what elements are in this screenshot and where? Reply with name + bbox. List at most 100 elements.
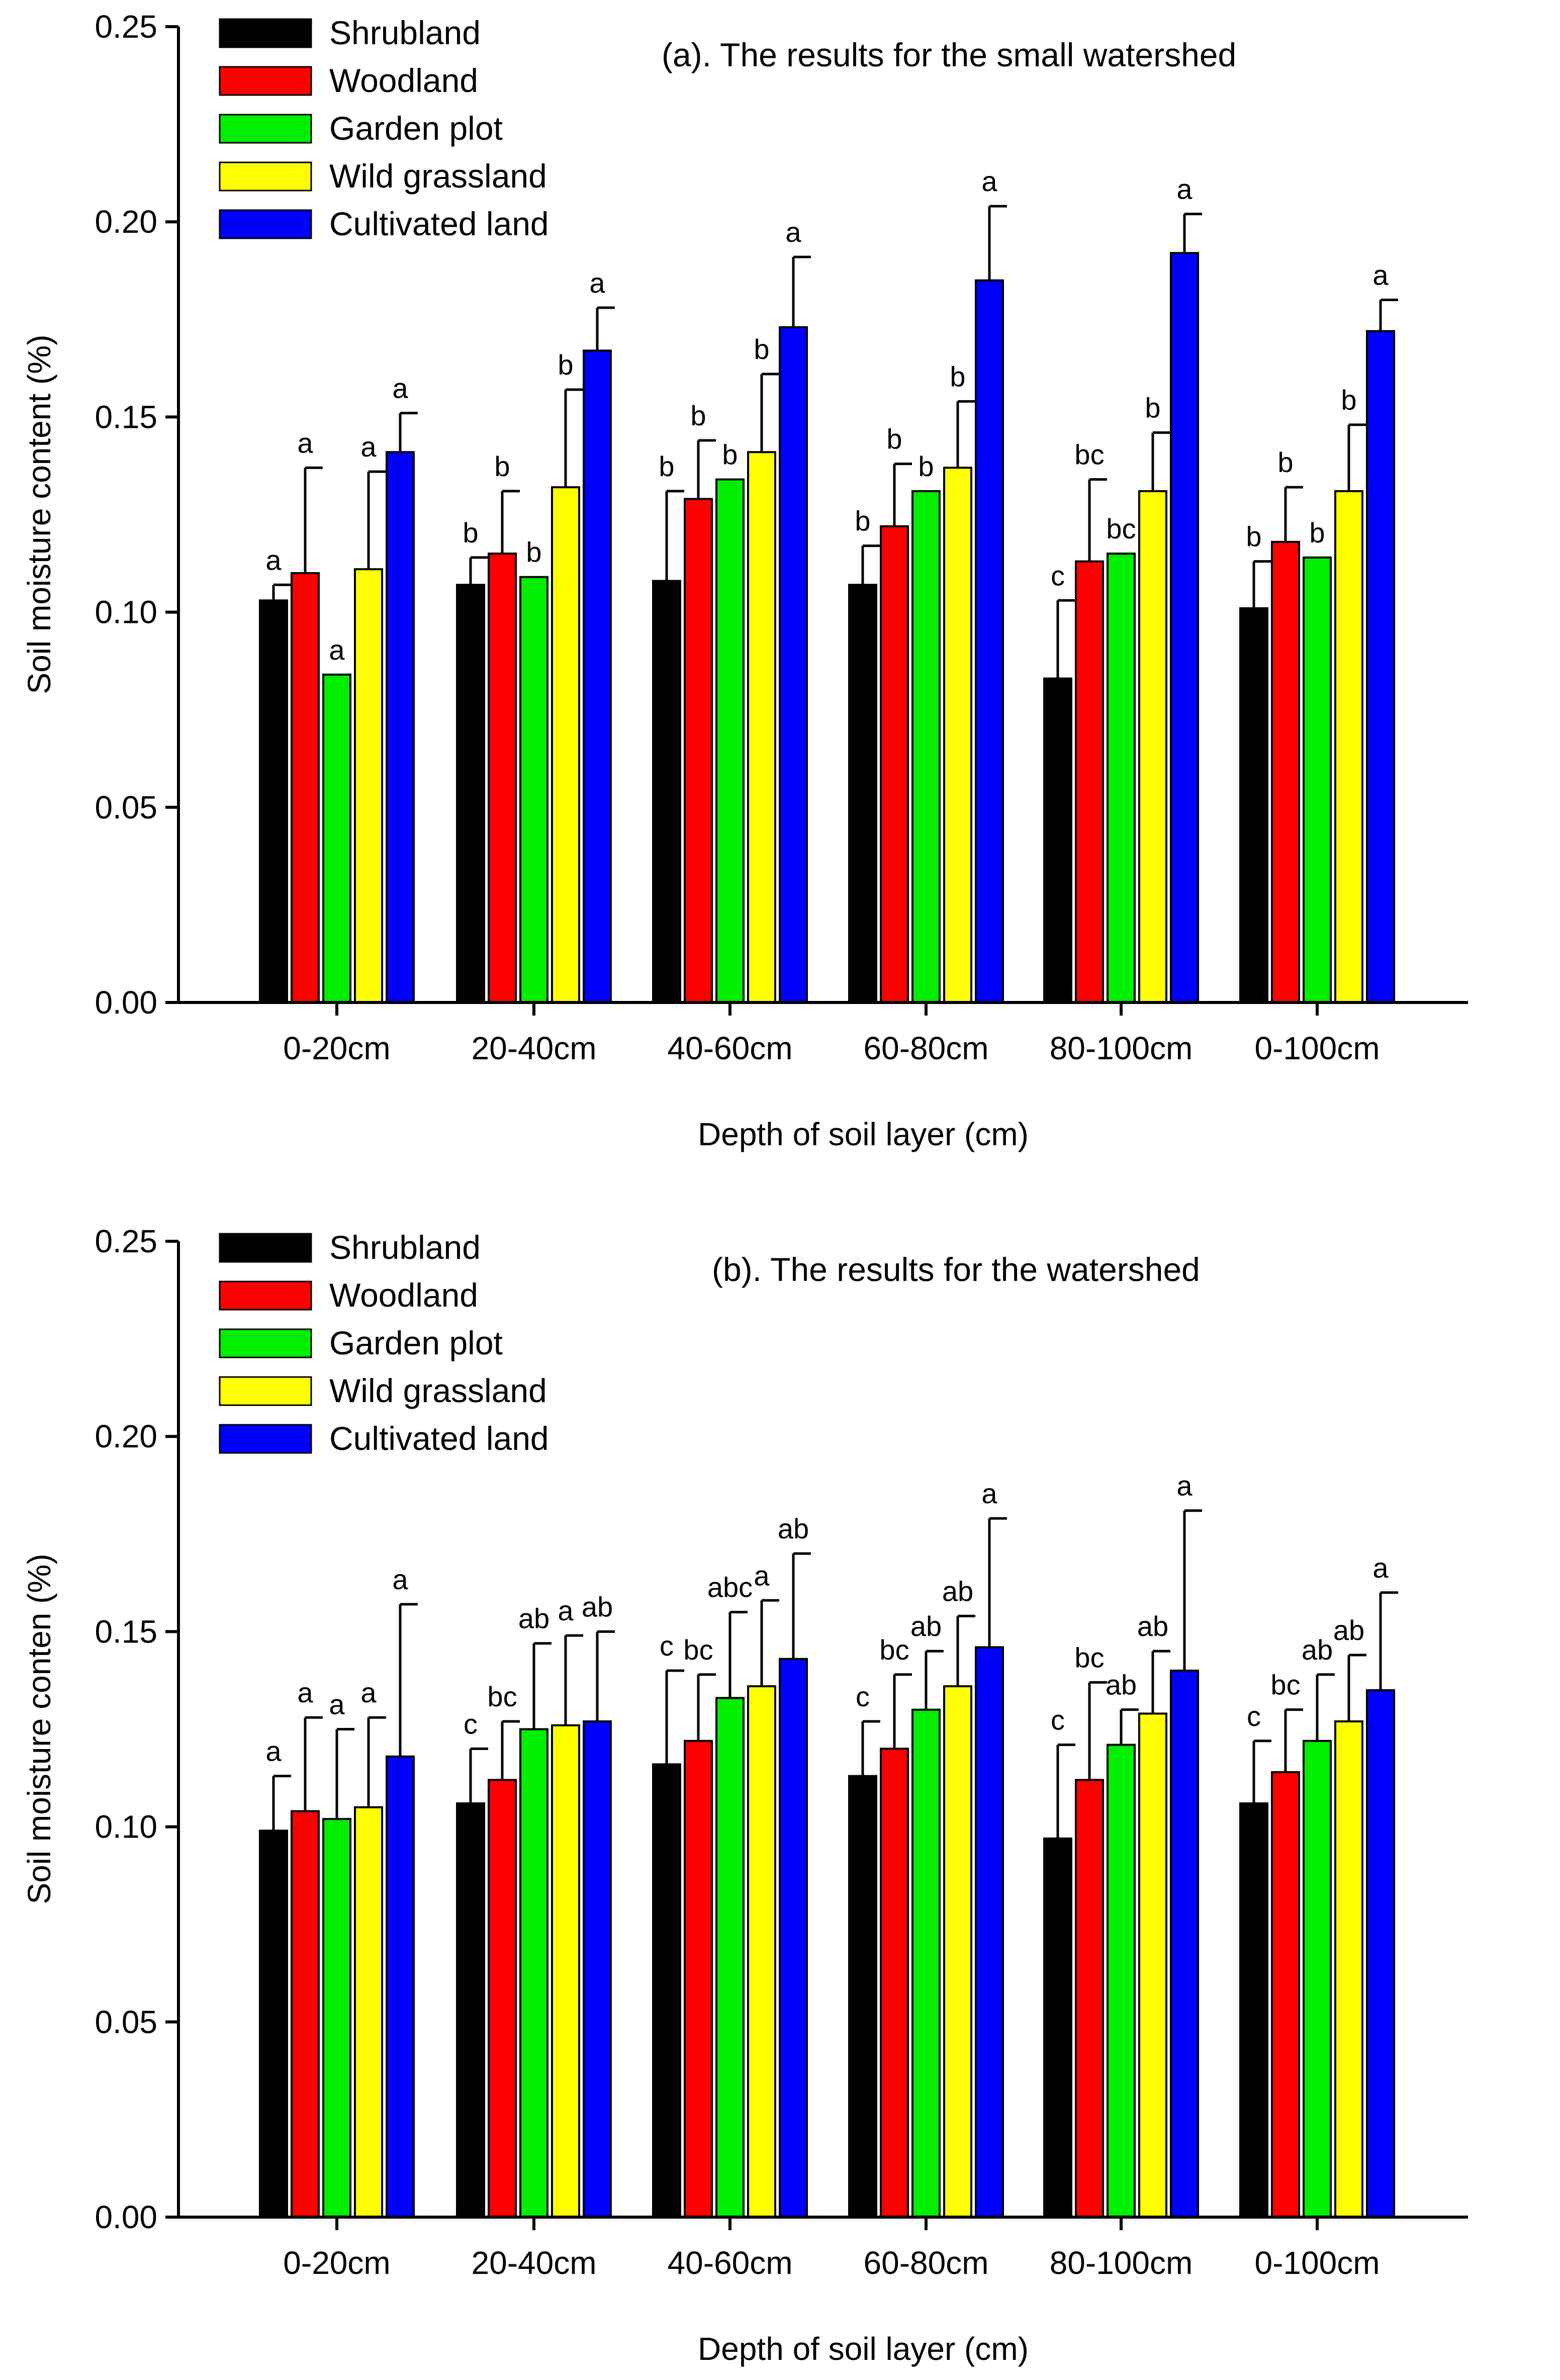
legend-b: Shrubland Woodland Garden plot Wild grassla… (219, 1229, 549, 1457)
significance-label: ab (778, 1513, 809, 1544)
bar-cultivated-land-0-20cm (386, 451, 415, 1003)
bar-garden-plot-20-40cm (519, 576, 548, 1003)
legend-a: Shrubland Woodland Garden plot Wild grassla… (219, 14, 549, 242)
bar-cultivated-land-60-80cm (975, 1646, 1004, 2218)
significance-label: a (754, 1560, 770, 1591)
significance-label: ab (582, 1591, 613, 1622)
bar-shrubland-0-20cm (259, 599, 288, 1003)
significance-label: b (918, 450, 934, 482)
legend-label-cultivated-land: Cultivated land (329, 1420, 549, 1457)
bar-garden-plot-0-100cm (1303, 1740, 1332, 2218)
y-tick-label: 0.20 (95, 204, 157, 240)
bar-woodland-60-80cm (880, 525, 909, 1003)
x-axis-title: Depth of soil layer (cm) (698, 2331, 1029, 2367)
significance-label: b (855, 505, 870, 537)
significance-label: ab (518, 1603, 549, 1634)
bar-garden-plot-60-80cm (911, 1708, 941, 2218)
y-tick-label: 0.05 (95, 789, 157, 826)
x-category-label: 80-100cm (1050, 1030, 1193, 1066)
significance-label: bc (1270, 1669, 1300, 1701)
significance-label: ab (1106, 1669, 1137, 1701)
significance-label: a (981, 1478, 997, 1509)
bar-garden-plot-0-100cm (1303, 556, 1332, 1004)
significance-label: bc (879, 1634, 909, 1666)
bar-cultivated-land-20-40cm (583, 349, 612, 1003)
significance-label: abc (707, 1572, 753, 1603)
x-category-label: 0-100cm (1255, 1030, 1380, 1066)
significance-label: ab (1137, 1610, 1168, 1642)
significance-label: c (464, 1708, 478, 1740)
significance-label: b (886, 423, 902, 455)
bar-cultivated-land-60-80cm (975, 279, 1004, 1003)
bar-wild-grassland-0-100cm (1334, 490, 1363, 1003)
bar-cultivated-land-40-60cm (779, 326, 808, 1003)
x-categories-b: 0-20cm 20-40cm 40-60cm 60-80cm 80-100cm 0-100… (283, 2217, 1380, 2281)
y-axis-title: Soil moisture conten (%) (21, 1553, 57, 1904)
significance-label: bc (1074, 439, 1104, 471)
bar-garden-plot-40-60cm (715, 478, 745, 1003)
significance-label: a (297, 1677, 313, 1708)
significance-label: b (722, 439, 738, 471)
bar-cultivated-land-80-100cm (1170, 252, 1199, 1003)
y-tick-label: 0.00 (95, 2199, 157, 2235)
bar-cultivated-land-0-20cm (386, 1755, 415, 2218)
y-axis-title: Soil moisture content (%) (21, 335, 57, 694)
legend-swatch-wild-grassland (219, 161, 312, 192)
legend-swatch-garden-plot (219, 114, 312, 144)
bar-wild-grassland-20-40cm (551, 486, 580, 1003)
significance-label: ab (942, 1575, 973, 1607)
significance-label: c (1051, 560, 1065, 591)
significance-label: a (1176, 173, 1192, 205)
significance-label: a (392, 373, 408, 404)
bar-cultivated-land-40-60cm (779, 1658, 808, 2218)
bar-cultivated-land-0-100cm (1366, 1689, 1395, 2218)
bar-garden-plot-20-40cm (519, 1728, 548, 2218)
significance-label: b (690, 400, 706, 431)
significance-label: ab (1333, 1614, 1364, 1646)
significance-label: b (1277, 446, 1293, 478)
significance-label: b (494, 450, 510, 482)
legend-label-cultivated-land: Cultivated land (329, 205, 549, 242)
bar-wild-grassland-80-100cm (1138, 490, 1167, 1003)
y-tick-label: 0.25 (95, 9, 157, 45)
y-tick-label: 0.10 (95, 1809, 157, 1845)
y-ticks-a: 0.00 0.05 0.10 0.15 0.20 0.25 (95, 9, 178, 1021)
x-category-label: 20-40cm (472, 1030, 597, 1066)
bar-wild-grassland-60-80cm (943, 467, 972, 1003)
x-category-label: 0-20cm (283, 1030, 390, 1066)
bar-woodland-80-100cm (1075, 1779, 1104, 2218)
significance-label: c (856, 1681, 870, 1712)
significance-label: a (558, 1595, 574, 1626)
significance-label: b (558, 349, 573, 381)
x-category-label: 0-100cm (1255, 2245, 1380, 2281)
bar-shrubland-0-100cm (1239, 1802, 1268, 2218)
legend-swatch-woodland (219, 66, 312, 96)
significance-label: bc (487, 1681, 517, 1712)
significance-label: c (660, 1630, 674, 1662)
legend-label-shrubland: Shrubland (329, 14, 481, 51)
bar-woodland-60-80cm (880, 1748, 909, 2218)
significance-label: ab (1302, 1634, 1333, 1666)
y-ticks-b: 0.00 0.05 0.10 0.15 0.20 0.25 (95, 1223, 178, 2235)
significance-label: bc (1106, 513, 1136, 544)
bar-wild-grassland-80-100cm (1138, 1712, 1167, 2218)
significance-label: a (589, 267, 605, 299)
legend-label-wild-grassland: Wild grassland (329, 157, 547, 195)
bar-woodland-0-20cm (291, 572, 320, 1003)
x-category-label: 80-100cm (1050, 2245, 1193, 2281)
y-tick-label: 0.15 (95, 1613, 157, 1650)
legend-label-garden-plot: Garden plot (329, 110, 503, 147)
legend-swatch-garden-plot (219, 1328, 312, 1358)
legend-swatch-wild-grassland (219, 1376, 312, 1406)
legend-swatch-woodland (219, 1280, 312, 1311)
bar-woodland-40-60cm (684, 498, 713, 1003)
y-tick-label: 0.10 (95, 594, 157, 630)
significance-label: bc (1074, 1641, 1104, 1673)
significance-label: a (360, 1677, 377, 1708)
bar-cultivated-land-0-100cm (1366, 330, 1395, 1003)
significance-label: a (785, 216, 801, 248)
y-tick-label: 0.05 (95, 2004, 157, 2040)
